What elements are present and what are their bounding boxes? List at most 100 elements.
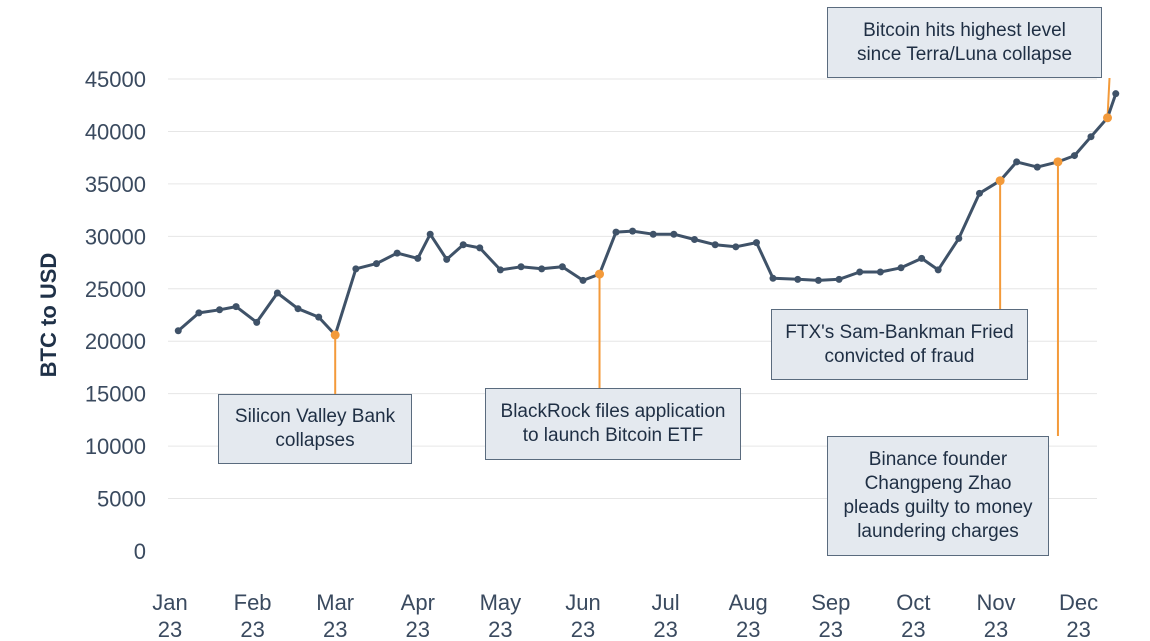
annotation-text: Bitcoin hits highest level since Terra/Lu…: [857, 19, 1072, 67]
y-tick-30000: 30000: [85, 224, 146, 249]
data-point-39: [934, 266, 942, 274]
x-tick-year-jul: 23: [653, 617, 677, 641]
annotation-line: convicted of fraud: [824, 345, 975, 367]
data-point-48: [1103, 113, 1113, 123]
annotation-text: FTX's Sam-Bankman Fried convicted of frau…: [785, 321, 1014, 369]
data-point-46: [1070, 152, 1078, 160]
data-point-18: [517, 263, 525, 271]
annotation-text: BlackRock files application to launch Bit…: [501, 400, 726, 448]
data-point-24: [629, 227, 637, 235]
x-tick-month-jul: Jul: [652, 590, 680, 615]
data-point-31: [769, 274, 777, 282]
x-tick-year-may: 23: [488, 617, 512, 641]
data-point-47: [1087, 133, 1095, 141]
x-tick-year-apr: 23: [406, 617, 430, 641]
x-tick-month-feb: Feb: [234, 590, 272, 615]
data-point-28: [711, 241, 719, 249]
x-tick-month-sep: Sep: [811, 590, 850, 615]
data-point-32: [794, 275, 802, 283]
y-tick-20000: 20000: [85, 329, 146, 354]
annotation-line: FTX's Sam-Bankman Fried: [785, 321, 1014, 343]
annotation-line: laundering charges: [857, 521, 1019, 542]
annotation-ftx: FTX's Sam-Bankman Fried convicted of frau…: [771, 309, 1028, 380]
data-points: [174, 90, 1120, 340]
data-point-38: [918, 254, 926, 262]
x-tick-month-nov: Nov: [976, 590, 1015, 615]
annotation-line: since Terra/Luna collapse: [856, 43, 1073, 65]
annotation-binance: Binance founder Changpeng Zhao pleads guil…: [827, 436, 1049, 556]
data-point-5: [273, 289, 281, 297]
y-tick-35000: 35000: [85, 172, 146, 197]
data-point-33: [814, 276, 822, 284]
data-point-7: [315, 313, 323, 321]
x-tick-month-mar: Mar: [316, 590, 354, 615]
data-point-25: [649, 230, 657, 238]
data-point-29: [732, 243, 740, 251]
annotation-bitcoin-high: Bitcoin hits highest level since Terra/Lu…: [827, 7, 1102, 78]
annotation-text: Binance founder Changpeng Zhao pleads guil…: [843, 448, 1032, 544]
data-point-34: [835, 275, 843, 283]
y-axis-label: BTC to USD: [36, 253, 61, 378]
y-tick-10000: 10000: [85, 434, 146, 459]
data-point-0: [174, 327, 182, 335]
annotation-line: Changpeng Zhao: [864, 473, 1012, 494]
y-tick-40000: 40000: [85, 119, 146, 144]
data-point-45: [1053, 157, 1063, 167]
data-point-6: [294, 305, 302, 313]
series-line-btc: [177, 93, 1118, 337]
x-tick-year-sep: 23: [819, 617, 843, 641]
x-tick-year-nov: 23: [984, 617, 1008, 641]
data-point-15: [459, 241, 467, 249]
data-point-21: [579, 276, 587, 284]
data-point-12: [414, 254, 422, 262]
x-tick-year-dec: 23: [1066, 617, 1090, 641]
x-axis-ticks: Jan23Feb23Mar23Apr23May23Jun23Jul23Aug23…: [152, 590, 1098, 641]
annotation-leaders: [334, 77, 1111, 436]
y-axis-ticks: 0 5000 10000 15000 20000 25000 30000 35000 40000…: [85, 67, 146, 564]
x-tick-year-jan: 23: [158, 617, 182, 641]
data-point-37: [897, 264, 905, 272]
x-tick-month-jan: Jan: [152, 590, 187, 615]
annotation-line: Bitcoin hits highest level: [863, 19, 1066, 41]
annotation-line: to launch Bitcoin ETF: [522, 425, 704, 446]
data-point-41: [975, 189, 983, 197]
annotation-line: Silicon Valley Bank: [234, 406, 396, 427]
annotation-line: Binance founder: [868, 449, 1008, 470]
annotation-line: BlackRock files application: [500, 401, 726, 422]
data-point-17: [496, 266, 504, 274]
data-point-42: [995, 176, 1005, 186]
data-point-14: [443, 255, 451, 263]
y-tick-25000: 25000: [85, 277, 146, 302]
data-point-1: [195, 309, 203, 317]
y-tick-5000: 5000: [97, 487, 146, 512]
x-tick-month-may: May: [480, 590, 522, 615]
data-point-40: [955, 234, 963, 242]
data-point-35: [856, 268, 864, 276]
x-tick-year-mar: 23: [323, 617, 347, 641]
x-tick-month-aug: Aug: [729, 590, 768, 615]
data-point-4: [253, 318, 261, 326]
x-tick-year-feb: 23: [240, 617, 264, 641]
y-tick-45000: 45000: [85, 67, 146, 92]
data-point-11: [393, 249, 401, 257]
data-point-2: [216, 306, 224, 314]
data-point-27: [691, 235, 699, 243]
annotation-blackrock: BlackRock files application to launch Bit…: [485, 388, 741, 460]
x-tick-year-oct: 23: [901, 617, 925, 641]
leader-line-4: [1106, 77, 1111, 118]
data-point-13: [426, 230, 434, 238]
y-tick-15000: 15000: [85, 382, 146, 407]
x-tick-month-jun: Jun: [565, 590, 600, 615]
data-point-26: [670, 230, 678, 238]
x-tick-month-apr: Apr: [401, 590, 435, 615]
x-tick-year-aug: 23: [736, 617, 760, 641]
data-point-43: [1013, 158, 1021, 166]
data-point-49: [1112, 90, 1120, 98]
data-point-30: [752, 239, 760, 247]
annotation-line: pleads guilty to money: [843, 497, 1033, 518]
x-tick-month-oct: Oct: [896, 590, 930, 615]
data-point-3: [232, 303, 240, 311]
data-point-36: [876, 268, 884, 276]
data-point-9: [352, 265, 360, 273]
